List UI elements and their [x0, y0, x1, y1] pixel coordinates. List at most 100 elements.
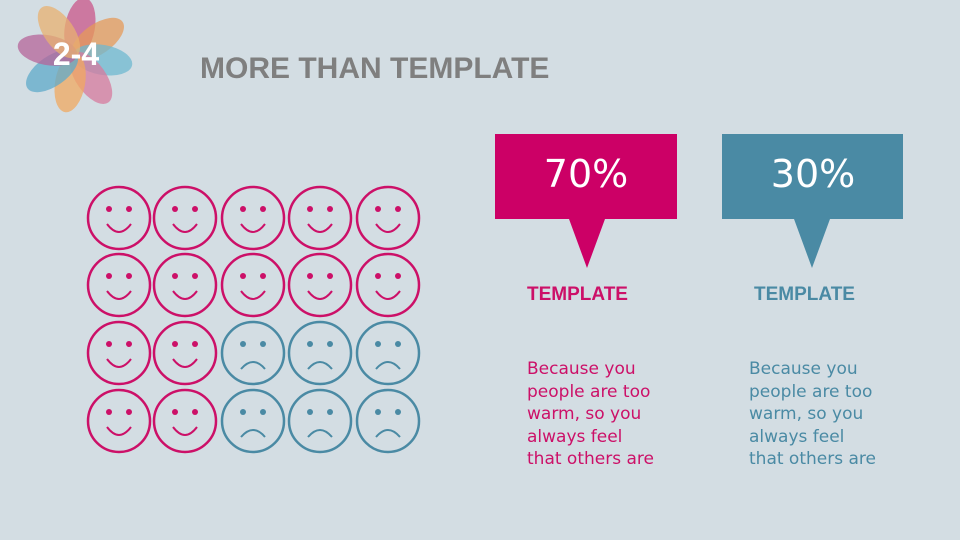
face-outline	[287, 388, 353, 454]
callout-heading: TEMPLATE	[754, 284, 855, 305]
body-line: Because you	[527, 359, 636, 379]
mouth	[172, 290, 198, 300]
mouth	[106, 426, 132, 436]
eye	[240, 273, 246, 279]
eye	[240, 409, 246, 415]
mouth	[375, 361, 401, 370]
sad-face	[220, 320, 286, 386]
eye	[395, 273, 401, 279]
body-line: that others are	[749, 449, 876, 469]
eye	[240, 206, 246, 212]
happy-face	[220, 185, 286, 251]
mouth	[172, 223, 198, 233]
face-outline	[152, 388, 218, 454]
eye	[260, 273, 266, 279]
mouth	[106, 290, 132, 300]
mouth	[240, 290, 266, 300]
eye	[307, 206, 313, 212]
callout-body: Because you people are too warm, so you alw…	[527, 358, 654, 471]
flower-logo	[17, 0, 133, 113]
eye	[172, 273, 178, 279]
eye	[327, 273, 333, 279]
eye	[375, 341, 381, 347]
happy-face	[86, 252, 152, 318]
body-line: warm, so you	[749, 404, 864, 424]
happy-face	[287, 185, 353, 251]
eye	[192, 273, 198, 279]
eye	[126, 409, 132, 415]
title: MORE THAN TEMPLATE	[200, 52, 550, 85]
happy-face	[287, 252, 353, 318]
callout-box	[495, 134, 677, 268]
eye	[327, 341, 333, 347]
body-line: people are too	[527, 381, 651, 402]
mouth	[375, 429, 401, 438]
body-line: Because you	[749, 359, 858, 379]
eye	[126, 341, 132, 347]
eye	[106, 341, 112, 347]
eye	[260, 409, 266, 415]
mouth	[375, 223, 401, 233]
face-outline	[355, 320, 421, 386]
face-outline	[220, 320, 286, 386]
sad-face	[220, 388, 286, 454]
eye	[106, 206, 112, 212]
face-outline	[355, 388, 421, 454]
eye	[307, 409, 313, 415]
happy-face	[355, 252, 421, 318]
face-outline	[220, 185, 286, 251]
face-outline	[86, 320, 152, 386]
callout-value: 70%	[543, 152, 629, 196]
callout-heading: TEMPLATE	[527, 284, 628, 305]
body-line: always feel	[527, 426, 623, 447]
eye	[192, 409, 198, 415]
sad-face	[287, 320, 353, 386]
mouth	[375, 290, 401, 300]
sad-face	[355, 320, 421, 386]
happy-face	[152, 185, 218, 251]
happy-face	[152, 320, 218, 386]
mouth	[240, 361, 266, 370]
eye	[192, 206, 198, 212]
eye	[172, 206, 178, 212]
callout-body: Because you people are too warm, so you alw…	[749, 358, 876, 471]
happy-face	[86, 185, 152, 251]
happy-face	[86, 320, 152, 386]
sad-face	[287, 388, 353, 454]
body-line: people are too	[749, 381, 873, 402]
petal	[37, 6, 81, 59]
mouth	[172, 358, 198, 368]
body-line: warm, so you	[527, 404, 642, 424]
eye	[327, 409, 333, 415]
eye	[192, 341, 198, 347]
eye	[172, 341, 178, 347]
face-outline	[86, 252, 152, 318]
face-outline	[355, 252, 421, 318]
eye	[307, 273, 313, 279]
face-outline	[152, 252, 218, 318]
eye	[106, 273, 112, 279]
mouth	[240, 429, 266, 438]
callout-box	[722, 134, 903, 268]
face-outline	[86, 185, 152, 251]
section-number: 2-4	[52, 36, 100, 72]
face-outline	[220, 388, 286, 454]
eye	[375, 206, 381, 212]
mouth	[307, 223, 333, 233]
happy-face	[152, 388, 218, 454]
faces-grid	[86, 185, 421, 454]
eye	[260, 341, 266, 347]
face-outline	[152, 320, 218, 386]
face-outline	[220, 252, 286, 318]
mouth	[172, 426, 198, 436]
mouth	[240, 223, 266, 233]
eye	[395, 206, 401, 212]
happy-face	[220, 252, 286, 318]
happy-face	[86, 388, 152, 454]
face-outline	[287, 320, 353, 386]
face-outline	[86, 388, 152, 454]
eye	[126, 206, 132, 212]
happy-face	[355, 185, 421, 251]
